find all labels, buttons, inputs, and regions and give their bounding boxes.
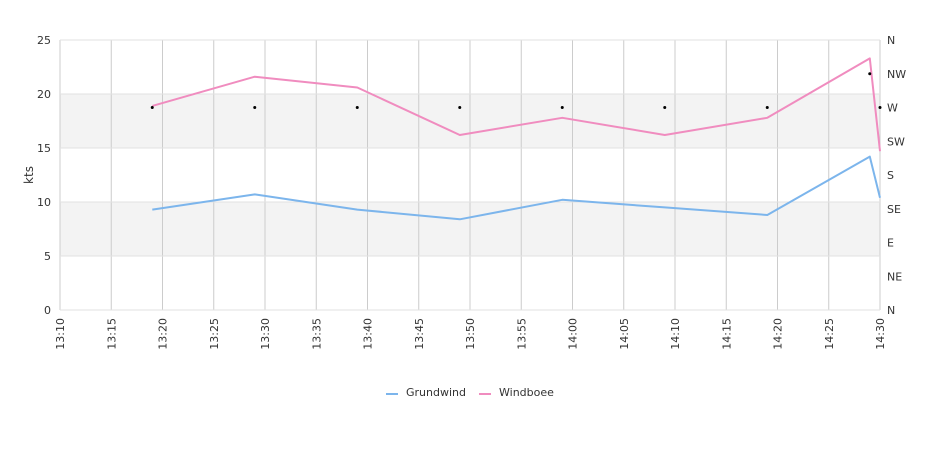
direction-marker — [355, 106, 359, 109]
x-tick-label: 14:05 — [618, 318, 631, 350]
y2-axis-ticks: N NE E SE S SW W NW N — [887, 34, 906, 317]
direction-marker — [878, 106, 882, 109]
y2-tick-label: E — [887, 237, 894, 250]
x-tick-label: 13:35 — [310, 318, 323, 350]
direction-marker — [253, 106, 257, 109]
x-tick-label: 13:45 — [413, 318, 426, 350]
y2-tick-label: N — [887, 34, 895, 47]
legend-item-grundwind[interactable]: Grundwind — [386, 386, 466, 399]
x-tick-label: 14:10 — [669, 318, 682, 350]
x-tick-label: 13:15 — [105, 318, 118, 350]
x-tick-label: 13:55 — [515, 318, 528, 350]
legend[interactable]: Grundwind Windboee — [386, 386, 554, 399]
y2-tick-label: N — [887, 304, 895, 317]
direction-markers — [150, 72, 882, 109]
x-tick-label: 13:20 — [157, 318, 170, 350]
series-lines — [152, 57, 881, 221]
legend-item-windboee[interactable]: Windboee — [479, 386, 554, 399]
direction-marker — [150, 106, 154, 109]
y-tick-label: 0 — [44, 304, 51, 317]
y-tick-label: 5 — [44, 250, 51, 263]
x-tick-label: 14:15 — [720, 318, 733, 350]
direction-marker — [560, 106, 564, 109]
y2-tick-label: SE — [887, 203, 901, 216]
y-tick-label: 20 — [37, 88, 51, 101]
y-tick-label: 10 — [37, 196, 51, 209]
legend-label: Grundwind — [406, 386, 466, 399]
legend-label: Windboee — [499, 386, 554, 399]
direction-marker — [458, 106, 462, 109]
y2-tick-label: SW — [887, 135, 905, 148]
direction-marker — [663, 106, 667, 109]
x-tick-label: 13:10 — [54, 318, 67, 350]
y2-tick-label: S — [887, 169, 894, 182]
y-tick-label: 25 — [37, 34, 51, 47]
x-tick-label: 13:40 — [362, 318, 375, 350]
y2-tick-label: NW — [887, 68, 906, 81]
x-axis-ticks: 13:10 13:15 13:20 13:25 13:30 13:35 13:40 13:45… — [54, 318, 887, 350]
y-axis-ticks: 0 5 10 15 20 25 — [37, 34, 51, 317]
series-line-grundwind — [152, 155, 881, 221]
x-tick-label: 14:20 — [772, 318, 785, 350]
direction-marker — [868, 72, 872, 76]
x-tick-label: 14:30 — [874, 318, 887, 350]
x-tick-label: 13:30 — [259, 318, 272, 350]
vertical-gridlines — [59, 40, 881, 310]
x-tick-label: 14:25 — [823, 318, 836, 350]
series-line-windboee — [152, 57, 881, 152]
x-tick-label: 14:00 — [567, 318, 580, 350]
y2-tick-label: NE — [887, 270, 902, 283]
y-axis-label: kts — [22, 166, 36, 184]
x-tick-label: 13:50 — [464, 318, 477, 350]
direction-marker — [765, 106, 769, 109]
y2-tick-label: W — [887, 102, 898, 115]
y-tick-label: 15 — [37, 142, 51, 155]
x-tick-label: 13:25 — [208, 318, 221, 350]
